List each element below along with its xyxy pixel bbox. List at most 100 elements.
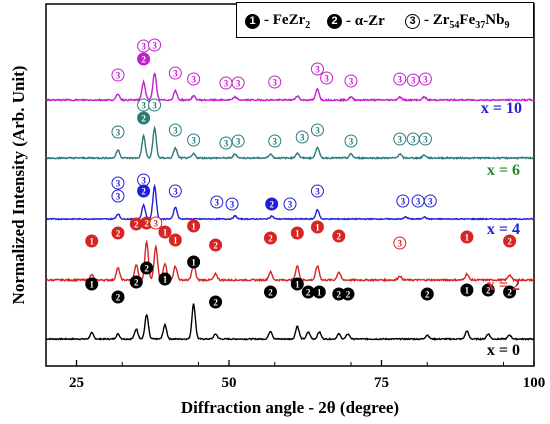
svg-text:2: 2 bbox=[346, 290, 351, 300]
phase-marker-2-icon: 2 bbox=[111, 226, 125, 240]
phase-marker-1-icon: 1 bbox=[168, 233, 182, 247]
phase-marker-2-icon: 2 bbox=[129, 275, 143, 289]
phase-marker-1-icon: 1 bbox=[85, 234, 99, 248]
svg-text:1: 1 bbox=[191, 222, 196, 232]
phase-marker-2-icon: 2 bbox=[209, 238, 223, 252]
svg-text:3: 3 bbox=[416, 197, 421, 207]
phase-marker-3-icon: 3 bbox=[111, 68, 125, 82]
svg-text:3: 3 bbox=[191, 136, 196, 146]
svg-text:1: 1 bbox=[465, 286, 470, 296]
svg-text:3: 3 bbox=[349, 77, 354, 87]
y-axis-label: Normalized Intensity (Arb. Unit) bbox=[9, 66, 28, 305]
svg-text:3: 3 bbox=[411, 76, 416, 86]
phase-marker-2-icon: 2 bbox=[481, 283, 495, 297]
phase-marker-2-icon: 2 bbox=[341, 287, 355, 301]
phase-marker-3-icon: 3 bbox=[418, 72, 432, 86]
legend-label: - Zr54Fe37Nb9 bbox=[424, 11, 510, 31]
phase-marker-3-icon: 3 bbox=[310, 123, 324, 137]
svg-text:2: 2 bbox=[507, 288, 512, 298]
phase-marker-1-icon: 1 bbox=[158, 225, 172, 239]
svg-text:3: 3 bbox=[236, 137, 241, 147]
phase-marker-3-icon: 3 bbox=[168, 66, 182, 80]
svg-text:3: 3 bbox=[230, 200, 235, 210]
svg-text:2: 2 bbox=[507, 237, 512, 247]
svg-text:3: 3 bbox=[116, 192, 121, 202]
svg-text:3: 3 bbox=[116, 179, 121, 189]
phase-marker-2-icon: 2 bbox=[265, 197, 279, 211]
svg-text:3: 3 bbox=[315, 65, 320, 75]
svg-text:1: 1 bbox=[163, 275, 168, 285]
svg-text:2: 2 bbox=[144, 264, 149, 274]
series-label: x = 6 bbox=[487, 162, 520, 179]
legend-label: - α-Zr bbox=[346, 12, 385, 29]
x-tick-label: 75 bbox=[374, 375, 389, 391]
svg-text:3: 3 bbox=[398, 75, 403, 85]
marker-2-icon: 2 bbox=[327, 13, 342, 29]
phase-marker-2-icon: 2 bbox=[301, 285, 315, 299]
x-tick-label: 50 bbox=[222, 375, 237, 391]
svg-text:3: 3 bbox=[315, 187, 320, 197]
x-tick-label: 100 bbox=[523, 375, 546, 391]
phase-marker-3-icon: 3 bbox=[137, 98, 151, 112]
phase-marker-3-icon: 3 bbox=[187, 133, 201, 147]
phase-marker-3-icon: 3 bbox=[344, 74, 358, 88]
legend-entry-fezr2: 1 - FeZr2 bbox=[245, 9, 310, 33]
phase-marker-3-icon: 3 bbox=[310, 62, 324, 76]
phase-marker-3-icon: 3 bbox=[225, 197, 239, 211]
legend: 1 - FeZr2 2 - α-Zr 3 - Zr54Fe37Nb9 bbox=[236, 2, 534, 38]
svg-text:3: 3 bbox=[398, 239, 403, 249]
svg-text:3: 3 bbox=[215, 198, 220, 208]
phase-marker-2-icon: 2 bbox=[137, 52, 151, 66]
phase-marker-3-icon: 3 bbox=[187, 72, 201, 86]
svg-text:1: 1 bbox=[90, 237, 95, 247]
phase-marker-2-icon: 2 bbox=[137, 111, 151, 125]
series-labels: x = 0 x = 2 x = 4 x = 6 x = 10 bbox=[481, 100, 522, 359]
svg-text:1: 1 bbox=[163, 228, 168, 238]
marker-1-icon: 1 bbox=[245, 13, 260, 29]
phase-marker-3-icon: 3 bbox=[149, 216, 163, 230]
svg-text:2: 2 bbox=[144, 219, 149, 229]
svg-text:2: 2 bbox=[116, 229, 121, 239]
phase-marker-2-icon: 2 bbox=[332, 229, 346, 243]
svg-text:3: 3 bbox=[173, 69, 178, 79]
phase-marker-3-icon: 3 bbox=[295, 130, 309, 144]
svg-text:3: 3 bbox=[273, 137, 278, 147]
phase-marker-3-icon: 3 bbox=[320, 71, 334, 85]
marker-3-icon: 3 bbox=[405, 13, 420, 29]
svg-text:3: 3 bbox=[152, 41, 157, 51]
phase-marker-3-icon: 3 bbox=[168, 184, 182, 198]
phase-marker-3-icon: 3 bbox=[148, 98, 162, 112]
svg-text:3: 3 bbox=[236, 79, 241, 89]
series-label: x = 4 bbox=[487, 221, 520, 238]
series-label: x = 10 bbox=[481, 100, 522, 117]
phase-marker-3-icon: 3 bbox=[396, 194, 410, 208]
svg-text:2: 2 bbox=[213, 298, 218, 308]
phase-marker-2-icon: 2 bbox=[263, 285, 277, 299]
phase-marker-1-icon: 1 bbox=[460, 230, 474, 244]
svg-text:3: 3 bbox=[173, 126, 178, 136]
svg-text:3: 3 bbox=[315, 126, 320, 136]
svg-text:3: 3 bbox=[411, 135, 416, 145]
svg-text:3: 3 bbox=[423, 75, 428, 85]
svg-text:1: 1 bbox=[295, 229, 300, 239]
phase-marker-3-icon: 3 bbox=[231, 134, 245, 148]
phase-marker-2-icon: 2 bbox=[209, 295, 223, 309]
series-line bbox=[45, 239, 534, 283]
svg-text:2: 2 bbox=[141, 187, 146, 197]
svg-text:3: 3 bbox=[300, 133, 305, 143]
svg-text:3: 3 bbox=[152, 101, 157, 111]
phase-marker-3-icon: 3 bbox=[111, 176, 125, 190]
svg-text:1: 1 bbox=[317, 288, 322, 298]
svg-text:3: 3 bbox=[324, 74, 329, 84]
svg-text:3: 3 bbox=[116, 71, 121, 81]
phase-marker-3-icon: 3 bbox=[148, 38, 162, 52]
phase-marker-3-icon: 3 bbox=[137, 173, 151, 187]
phase-marker-3-icon: 3 bbox=[393, 132, 407, 146]
phase-marker-3-icon: 3 bbox=[283, 197, 297, 211]
svg-text:3: 3 bbox=[398, 135, 403, 145]
phase-marker-3-icon: 3 bbox=[219, 136, 233, 150]
svg-text:2: 2 bbox=[141, 55, 146, 65]
svg-text:2: 2 bbox=[268, 234, 273, 244]
legend-entry-zrfenb: 3 - Zr54Fe37Nb9 bbox=[405, 9, 509, 33]
